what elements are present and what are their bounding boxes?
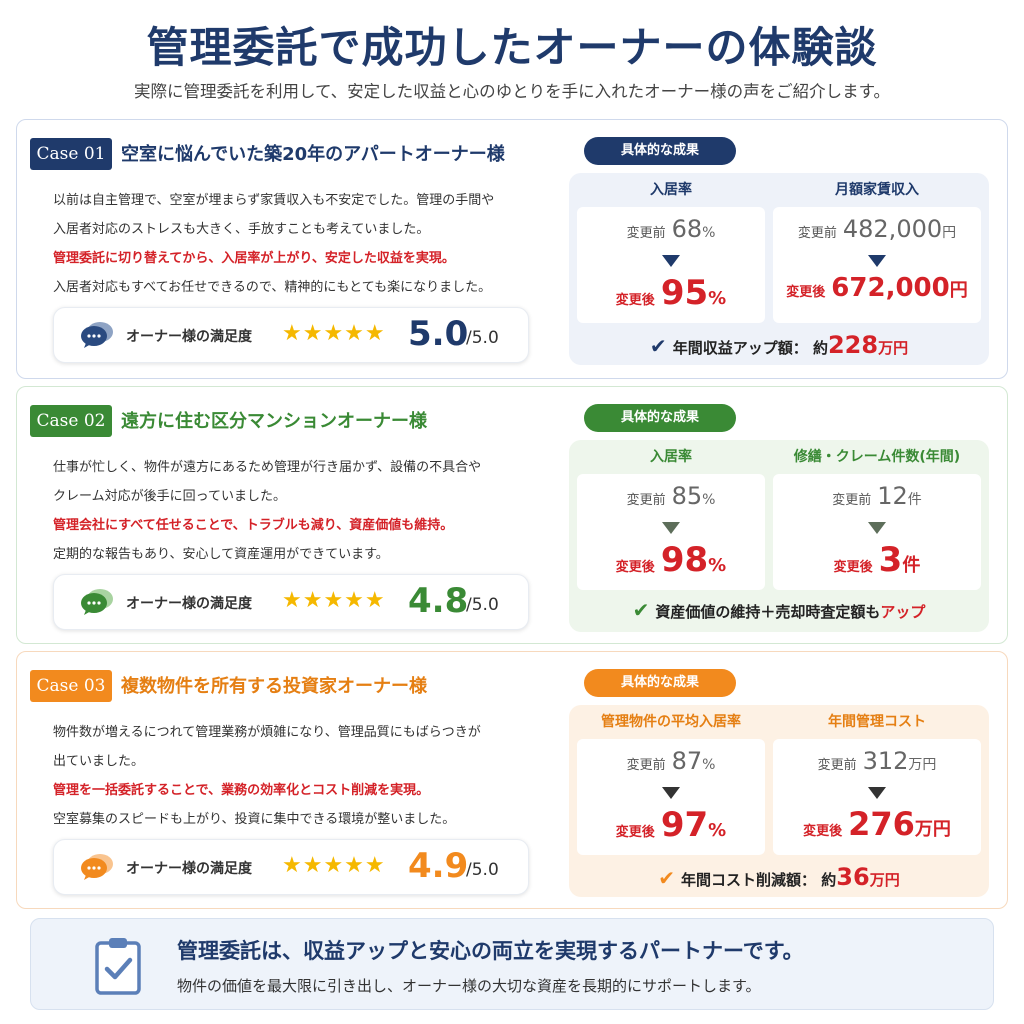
case-story: 物件数が増えるにつれて管理業務が煩雑になり、管理品質にもばらつきが 出ていました… [53, 718, 553, 834]
case-badge: Case 01 [30, 138, 112, 170]
story-line: 入居者対応もすべてお任せできるので、精神的にもとても楽になりました。 [53, 280, 492, 295]
story-line: 物件数が増えるにつれて管理業務が煩雑になり、管理品質にもばらつきが [53, 725, 481, 740]
before-value: 変更前 12件 [832, 482, 922, 510]
metric-occupancy: 入居率 変更前 85% 変更後 98% [573, 440, 769, 590]
after-value: 変更後 3件 [833, 540, 921, 580]
arrow-down-icon [662, 255, 680, 267]
case-story: 以前は自主管理で、空室が埋まらず家賃収入も不安定でした。管理の手間や 入居者対応… [53, 186, 553, 302]
story-line: クレーム対応が後手に回っていました。 [53, 489, 286, 504]
satisfaction-label: オーナー様の満足度 [126, 596, 252, 612]
page-subtitle: 実際に管理委託を利用して、安定した収益と心のゆとりを手に入れたオーナー様の声をご… [133, 82, 891, 101]
checkmark-icon: ✔ [632, 598, 650, 622]
metric-management-cost: 年間管理コスト 変更前 312万円 変更後 276万円 [769, 705, 985, 855]
arrow-down-icon [662, 522, 680, 534]
chat-bubble-icon [81, 589, 113, 615]
metric-box: 変更前 87% 変更後 97% [577, 739, 765, 855]
story-line: 出ていました。 [53, 754, 145, 769]
story-line: 以前は自主管理で、空室が埋まらず家賃収入も不安定でした。管理の手間や [53, 193, 495, 208]
footer-callout: 管理委託は、収益アップと安心の両立を実現するパートナーです。 物件の価値を最大限… [30, 918, 994, 1010]
before-value: 変更前 87% [626, 747, 716, 775]
star-rating-icon: ★★★★★ [282, 588, 386, 613]
results-panel: 入居率 変更前 68% 変更後 95% 月額家賃収入 変更前 482,000円 変更後… [569, 173, 989, 365]
metric-head: 年間管理コスト [828, 714, 926, 730]
results-badge: 具体的な成果 [584, 404, 736, 432]
arrow-down-icon [662, 787, 680, 799]
story-line: 入居者対応のストレスも大きく、手放すことも考えていました。 [53, 222, 430, 237]
metric-avg-occupancy: 管理物件の平均入居率 変更前 87% 変更後 97% [573, 705, 769, 855]
after-value: 変更後 276万円 [803, 805, 951, 843]
after-value: 変更後 95% [615, 273, 727, 313]
satisfaction-score: 5.0 [408, 314, 469, 354]
satisfaction-label: オーナー様の満足度 [126, 861, 252, 877]
arrow-down-icon [868, 255, 886, 267]
metric-head: 入居率 [650, 182, 692, 198]
results-panel: 管理物件の平均入居率 変更前 87% 変更後 97% 年間管理コスト 変更前 312万… [569, 705, 989, 897]
case-title: 複数物件を所有する投資家オーナー様 [121, 676, 427, 697]
star-rating-icon: ★★★★★ [282, 853, 386, 878]
metric-occupancy: 入居率 変更前 68% 変更後 95% [573, 173, 769, 323]
satisfaction-score-max: /5.0 [466, 328, 499, 348]
metric-head: 管理物件の平均入居率 [601, 714, 741, 730]
metric-head: 入居率 [650, 449, 692, 465]
case-card-01: Case 01 空室に悩んでいた築20年のアパートオーナー様 以前は自主管理で、… [16, 119, 1008, 379]
case-card-02: Case 02 遠方に住む区分マンションオーナー様 仕事が忙しく、物件が遠方にあ… [16, 386, 1008, 644]
metric-box: 変更前 68% 変更後 95% [577, 207, 765, 323]
after-value: 変更後 98% [615, 540, 727, 580]
story-line: 空室募集のスピードも上がり、投資に集中できる環境が整いました。 [53, 812, 456, 827]
star-rating-icon: ★★★★★ [282, 321, 386, 346]
clipboard-check-icon [95, 938, 141, 995]
chat-bubble-icon [81, 322, 113, 348]
satisfaction-score: 4.8 [408, 581, 469, 621]
after-value: 変更後 672,000円 [786, 273, 968, 303]
page-title: 管理委託で成功したオーナーの体験談 [146, 23, 878, 72]
case-title: 遠方に住む区分マンションオーナー様 [121, 411, 427, 432]
footer-subtitle: 物件の価値を最大限に引き出し、オーナー様の大切な資産を長期的にサポートします。 [177, 977, 761, 995]
metric-box: 変更前 482,000円 変更後 672,000円 [773, 207, 981, 323]
satisfaction-label: オーナー様の満足度 [126, 329, 252, 345]
satisfaction-score-max: /5.0 [466, 595, 499, 615]
results-badge: 具体的な成果 [584, 137, 736, 165]
story-line: 定期的な報告もあり、安心して資産運用ができています。 [53, 547, 389, 562]
satisfaction-score: 4.9 [408, 846, 469, 886]
story-highlight: 管理会社にすべて任せることで、トラブルも減り、資産価値も維持。 [53, 518, 454, 533]
metric-head: 月額家賃収入 [835, 182, 919, 198]
checkmark-icon: ✔ [658, 866, 676, 890]
metric-box: 変更前 12件 変更後 3件 [773, 474, 981, 590]
metric-head: 修繕・クレーム件数(年間) [793, 449, 961, 465]
results-badge: 具体的な成果 [584, 669, 736, 697]
case-badge: Case 02 [30, 405, 112, 437]
story-highlight: 管理を一括委託することで、業務の効率化とコスト削減を実現。 [53, 783, 430, 798]
chat-bubble-icon [81, 854, 113, 880]
before-value: 変更前 482,000円 [797, 215, 957, 243]
case-card-03: Case 03 複数物件を所有する投資家オーナー様 物件数が増えるにつれて管理業… [16, 651, 1008, 909]
case-badge: Case 03 [30, 670, 112, 702]
satisfaction-score-max: /5.0 [466, 860, 499, 880]
metric-box: 変更前 85% 変更後 98% [577, 474, 765, 590]
before-value: 変更前 68% [626, 215, 716, 243]
metric-repair-claims: 修繕・クレーム件数(年間) 変更前 12件 変更後 3件 [769, 440, 985, 590]
result-summary: ✔ 資産価値の維持＋売却時査定額もアップ [632, 598, 926, 622]
story-line: 仕事が忙しく、物件が遠方にあるため管理が行き届かず、設備の不具合や [53, 460, 482, 475]
checkmark-icon: ✔ [649, 334, 667, 358]
footer-title: 管理委託は、収益アップと安心の両立を実現するパートナーです。 [177, 938, 804, 963]
arrow-down-icon [868, 787, 886, 799]
case-story: 仕事が忙しく、物件が遠方にあるため管理が行き届かず、設備の不具合や クレーム対応… [53, 453, 553, 569]
satisfaction-box: オーナー様の満足度 ★★★★★ 4.8 /5.0 [53, 574, 529, 630]
after-value: 変更後 97% [615, 805, 727, 845]
result-summary: ✔ 年間収益アップ額： 約228万円 [649, 331, 909, 359]
satisfaction-box: オーナー様の満足度 ★★★★★ 5.0 /5.0 [53, 307, 529, 363]
metric-box: 変更前 312万円 変更後 276万円 [773, 739, 981, 855]
arrow-down-icon [868, 522, 886, 534]
result-summary: ✔ 年間コスト削減額： 約36万円 [658, 863, 900, 891]
before-value: 変更前 85% [626, 482, 716, 510]
case-title: 空室に悩んでいた築20年のアパートオーナー様 [121, 144, 505, 165]
results-panel: 入居率 変更前 85% 変更後 98% 修繕・クレーム件数(年間) 変更前 12件 変… [569, 440, 989, 632]
metric-rent-income: 月額家賃収入 変更前 482,000円 変更後 672,000円 [769, 173, 985, 323]
satisfaction-box: オーナー様の満足度 ★★★★★ 4.9 /5.0 [53, 839, 529, 895]
before-value: 変更前 312万円 [817, 747, 937, 775]
story-highlight: 管理委託に切り替えてから、入居率が上がり、安定した収益を実現。 [53, 251, 455, 266]
